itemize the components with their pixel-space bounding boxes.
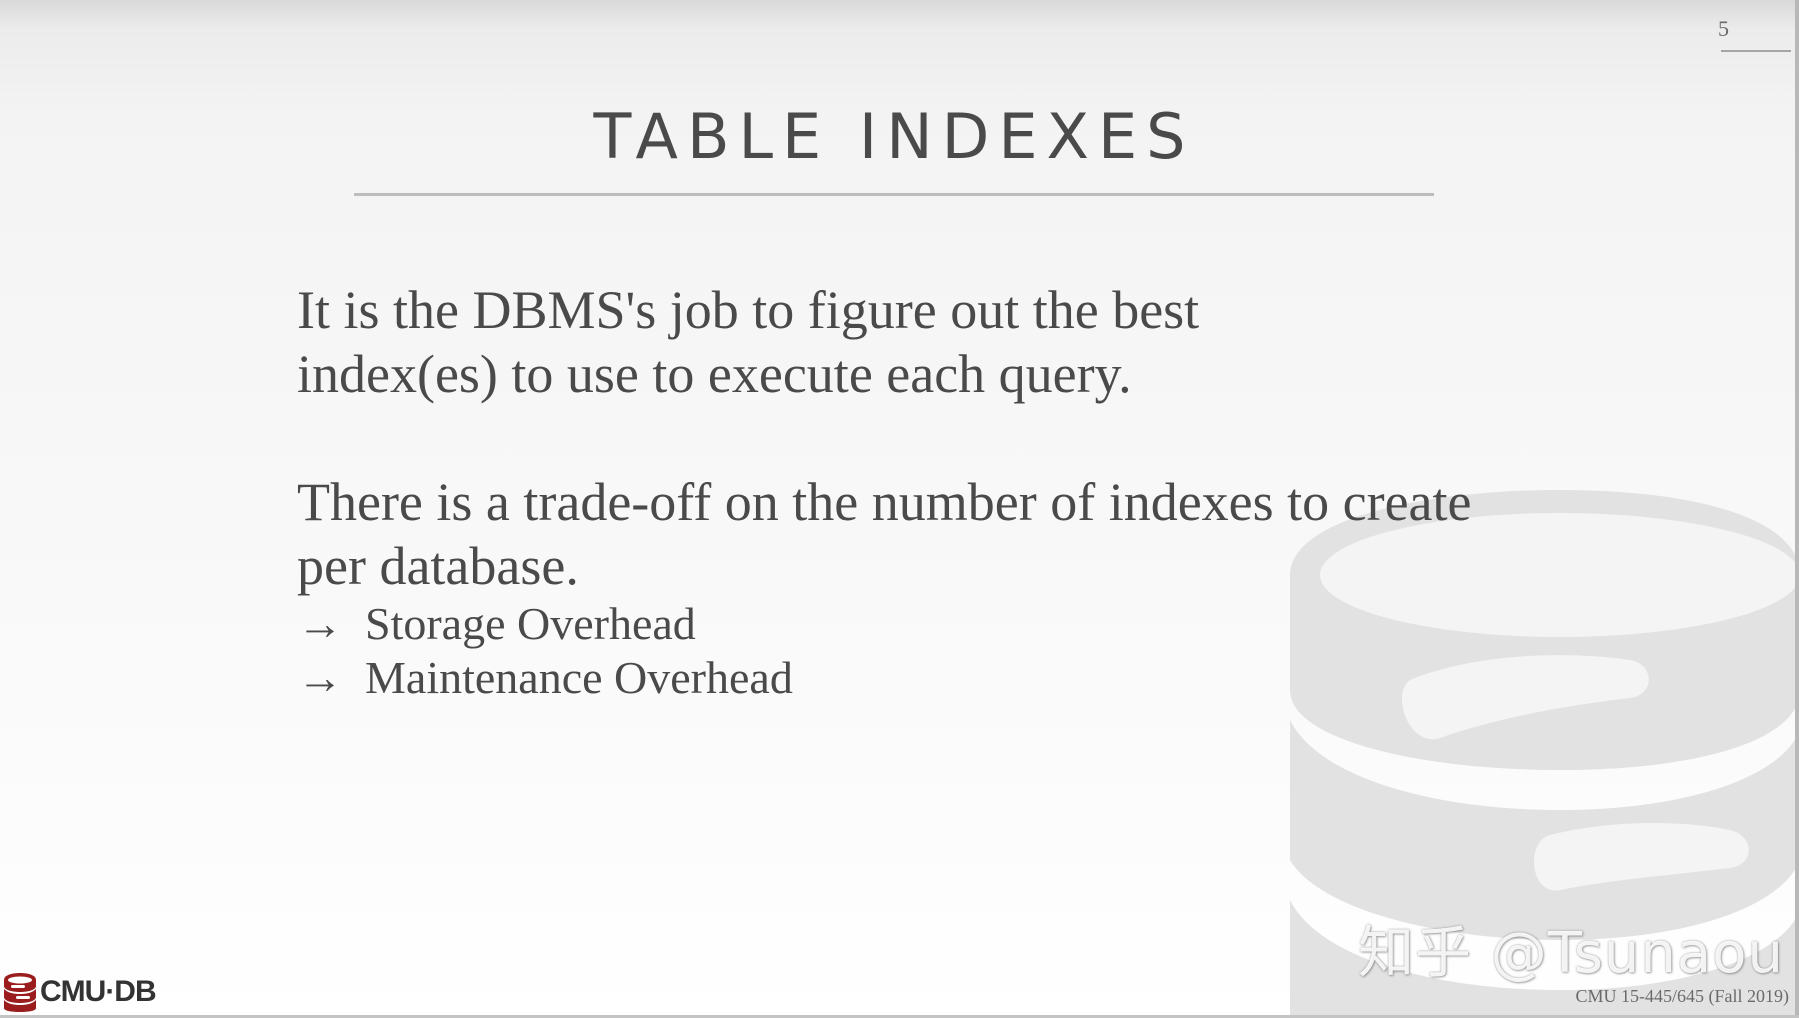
arrow-right-icon: → bbox=[297, 652, 343, 703]
title-underline bbox=[354, 193, 1434, 196]
bullet-label: Storage Overhead bbox=[365, 598, 696, 649]
page-number-underline bbox=[1721, 50, 1791, 52]
paragraph-trade-off: There is a trade-off on the number of in… bbox=[297, 472, 1472, 596]
logo-text: CMU·DB bbox=[40, 975, 157, 1008]
paragraph-index-selection: It is the DBMS's job to figure out the b… bbox=[297, 280, 1200, 404]
arrow-right-icon: → bbox=[297, 598, 343, 649]
cmu-db-logo-icon bbox=[4, 973, 36, 1012]
bullet-maintenance-overhead: → Maintenance Overhead bbox=[297, 652, 793, 704]
watermark-text: 知乎 @Tsunaou bbox=[1358, 921, 1784, 986]
course-label: CMU 15-445/645 (Fall 2019) bbox=[1575, 986, 1790, 1006]
slide-right-edge bbox=[1795, 0, 1799, 1018]
page-number: 5 bbox=[1718, 16, 1729, 41]
cmu-db-logo: CMU·DB bbox=[2, 972, 157, 1012]
slide-title: TABLE INDEXES bbox=[593, 100, 1195, 173]
bullet-storage-overhead: → Storage Overhead bbox=[297, 598, 696, 650]
slide-bottom-edge bbox=[0, 1015, 1799, 1018]
bullet-label: Maintenance Overhead bbox=[365, 652, 793, 703]
database-watermark-icon bbox=[1290, 490, 1799, 1018]
